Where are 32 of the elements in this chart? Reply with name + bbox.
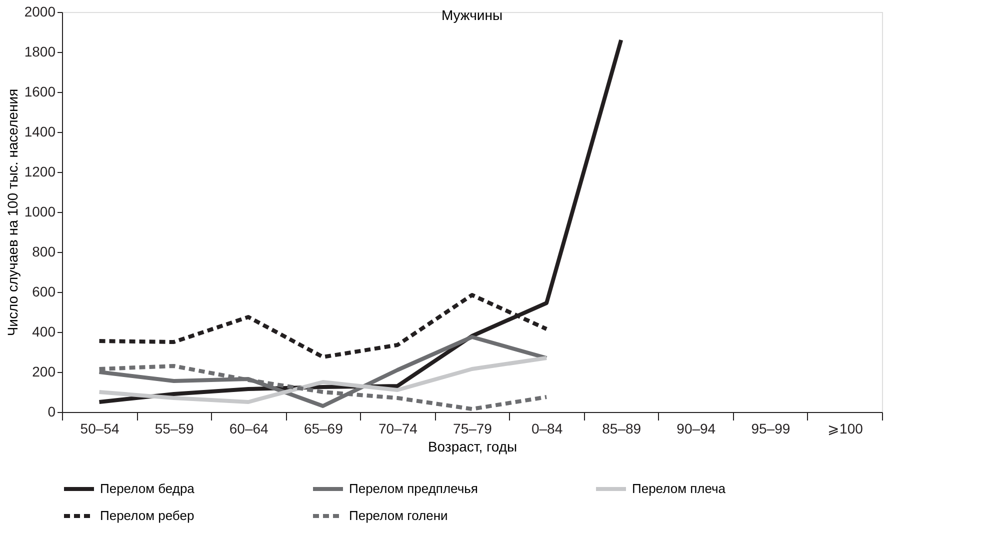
x-tick-label: 65–69: [304, 420, 344, 436]
x-tick-label: 60–64: [229, 420, 269, 436]
legend-label: Перелом ребер: [100, 508, 194, 523]
line-series: [97, 356, 549, 404]
x-tick-label: 70–74: [378, 420, 418, 436]
legend-label: Перелом голени: [349, 508, 448, 523]
legend-label: Перелом бедра: [100, 481, 196, 496]
x-axis-title: Возраст, годы: [428, 438, 518, 454]
y-tick-label: 0: [48, 404, 56, 420]
x-tick-label: 50–54: [80, 420, 120, 436]
line-series: [97, 335, 549, 408]
y-tick-label: 200: [32, 364, 56, 380]
x-tick-label: 85–89: [602, 420, 642, 436]
legend-label: Перелом предплечья: [349, 481, 478, 496]
y-tick-label: 1400: [24, 124, 56, 140]
legend-label: Перелом плеча: [632, 481, 726, 496]
y-tick-label: 400: [32, 324, 56, 340]
x-tick-label: 0–84: [531, 420, 563, 436]
x-tick-label: 90–94: [676, 420, 716, 436]
y-tick-label: 1000: [24, 204, 56, 220]
x-tick-label: 75–79: [453, 420, 492, 436]
x-tick-label: 95–99: [751, 420, 790, 436]
x-tick-label: ⩾100: [828, 420, 864, 436]
y-tick-label: 1800: [24, 44, 56, 60]
y-tick-label: 1600: [24, 84, 56, 100]
chart-title: Мужчины: [441, 7, 503, 23]
y-tick-label: 600: [32, 284, 56, 300]
y-axis-title: Число случаев на 100 тыс. населения: [4, 88, 20, 336]
x-tick-label: 55–59: [154, 420, 194, 436]
y-tick-label: 2000: [24, 4, 56, 20]
y-tick-label: 800: [32, 244, 56, 260]
y-tick-label: 1200: [24, 164, 56, 180]
